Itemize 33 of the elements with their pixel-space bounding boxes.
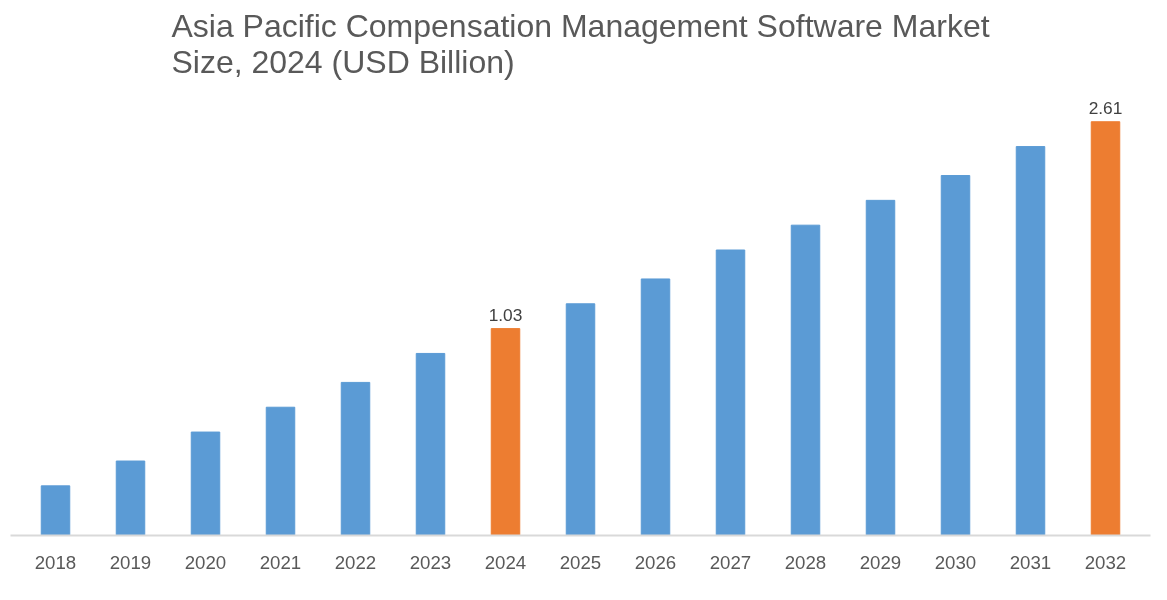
bar bbox=[565, 303, 596, 536]
bar bbox=[40, 485, 71, 536]
annotation: 2.61 bbox=[1088, 97, 1123, 118]
bar bbox=[415, 352, 446, 536]
x-tick-label: 2023 bbox=[409, 551, 452, 573]
x-tick-label: 2030 bbox=[934, 551, 977, 573]
x-tick-label: 2025 bbox=[559, 551, 602, 573]
x-tick-label: 2029 bbox=[859, 551, 902, 573]
bar bbox=[715, 249, 746, 536]
bar bbox=[340, 381, 371, 536]
bar bbox=[190, 431, 221, 536]
x-tick-label: 2019 bbox=[109, 551, 152, 573]
bar bbox=[490, 328, 521, 536]
x-tick-label: 2022 bbox=[334, 551, 377, 573]
bar bbox=[865, 199, 896, 536]
bar bbox=[265, 406, 296, 536]
x-tick-label: 2028 bbox=[784, 551, 827, 573]
bar bbox=[940, 175, 971, 536]
x-tick-label: 2020 bbox=[184, 551, 227, 573]
bar bbox=[790, 224, 821, 536]
x-tick-label: 2027 bbox=[709, 551, 752, 573]
bar bbox=[115, 460, 146, 536]
annotation: 1.03 bbox=[488, 304, 523, 325]
x-tick-label: 2024 bbox=[484, 551, 527, 573]
x-tick-label: 2021 bbox=[259, 551, 302, 573]
x-tick-label: 2026 bbox=[634, 551, 677, 573]
x-tick-label: 2018 bbox=[34, 551, 77, 573]
x-tick-label: 2032 bbox=[1084, 551, 1127, 573]
x-tick-label: 2031 bbox=[1009, 551, 1052, 573]
chart-title: Asia Pacific Compensation Management Software Market Size, 2024 (USD Billion) bbox=[171, 7, 990, 80]
bar bbox=[1090, 121, 1121, 536]
bar bbox=[1015, 146, 1046, 536]
bar bbox=[640, 278, 671, 536]
